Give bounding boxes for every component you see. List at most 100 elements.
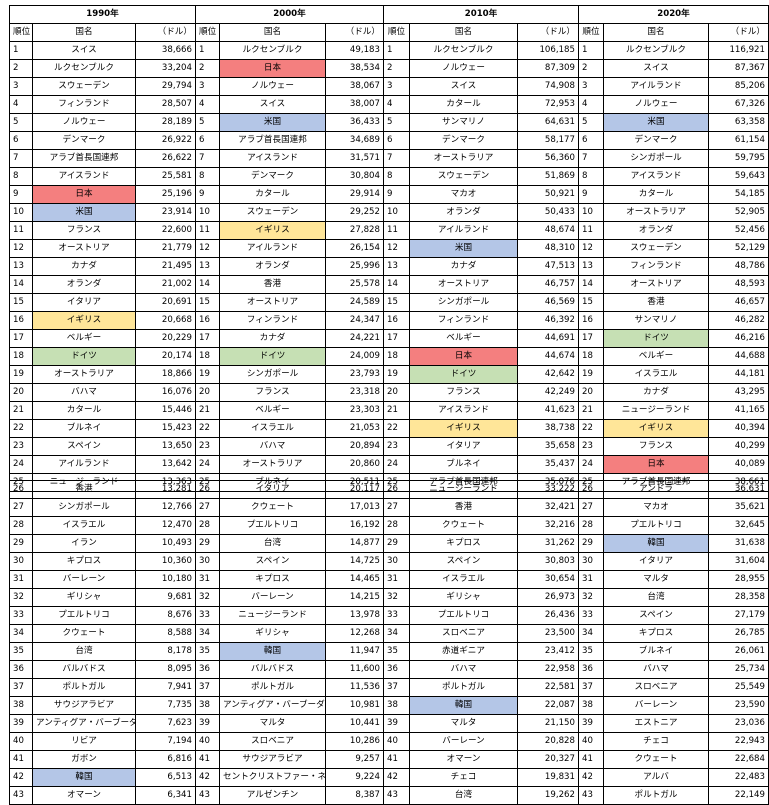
country-cell: クウェート: [219, 498, 326, 517]
rank-cell: 4: [195, 95, 220, 114]
rank-cell: 14: [578, 275, 604, 294]
country-cell: 香港: [409, 498, 518, 517]
country-cell: ニュージーランド: [219, 606, 326, 625]
country-cell: スロベニア: [409, 624, 518, 643]
country-cell: アンドラ: [603, 480, 709, 499]
rank-cell: 43: [195, 786, 220, 805]
country-cell: ニュージーランド: [603, 401, 709, 420]
country-cell: ギリシャ: [32, 588, 136, 607]
country-cell: ルクセンブルク: [409, 41, 518, 60]
gdp-value-cell: 44,674: [517, 347, 579, 366]
gdp-value-cell: 38,067: [325, 77, 384, 96]
gdp-value-cell: 24,589: [325, 293, 384, 312]
rank-cell: 30: [383, 552, 410, 571]
country-cell: ドイツ: [32, 347, 136, 366]
country-cell: デンマーク: [409, 131, 518, 150]
rank-cell: 33: [383, 606, 410, 625]
country-cell: 香港: [219, 275, 326, 294]
gdp-value-cell: 7,194: [135, 732, 196, 751]
country-cell: キプロス: [219, 570, 326, 589]
gdp-value-cell: 56,360: [517, 149, 579, 168]
country-cell: プエルトリコ: [32, 606, 136, 625]
rank-cell: 40: [195, 732, 220, 751]
gdp-value-cell: 29,914: [325, 185, 384, 204]
rank-cell: 3: [578, 77, 604, 96]
rank-cell: 36: [578, 660, 604, 679]
value-label: （ドル）: [325, 23, 384, 42]
country-cell: バーレーン: [409, 732, 518, 751]
gdp-value-cell: 27,179: [708, 606, 769, 625]
rank-cell: 37: [383, 678, 410, 697]
rank-cell: 28: [383, 516, 410, 535]
country-cell: フィンランド: [409, 311, 518, 330]
gdp-value-cell: 51,869: [517, 167, 579, 186]
rank-cell: 10: [195, 203, 220, 222]
country-cell: カタール: [32, 401, 136, 420]
country-cell: オーストリア: [603, 275, 709, 294]
rank-cell: 23: [195, 437, 220, 456]
rank-cell: 32: [195, 588, 220, 607]
country-cell: クウェート: [409, 516, 518, 535]
rank-label: 順位: [195, 23, 220, 42]
gdp-value-cell: 40,394: [708, 419, 769, 438]
country-cell: アイルランド: [603, 77, 709, 96]
country-cell: 日本: [32, 185, 136, 204]
rank-cell: 18: [195, 347, 220, 366]
country-cell: エストニア: [603, 714, 709, 733]
gdp-value-cell: 12,766: [135, 498, 196, 517]
rank-cell: 20: [9, 383, 33, 402]
gdp-value-cell: 33,222: [517, 480, 579, 499]
year-heading: 2010年: [383, 5, 579, 24]
country-cell: 韓国: [219, 642, 326, 661]
gdp-value-cell: 20,668: [135, 311, 196, 330]
rank-cell: 29: [578, 534, 604, 553]
country-cell: マルタ: [603, 570, 709, 589]
gdp-value-cell: 67,326: [708, 95, 769, 114]
rank-cell: 32: [9, 588, 33, 607]
rank-cell: 29: [9, 534, 33, 553]
gdp-value-cell: 32,645: [708, 516, 769, 535]
country-cell: シンガポール: [409, 293, 518, 312]
country-cell: オランダ: [219, 257, 326, 276]
rank-cell: 38: [9, 696, 33, 715]
country-cell: スウェーデン: [603, 239, 709, 258]
rank-cell: 29: [383, 534, 410, 553]
gdp-value-cell: 29,794: [135, 77, 196, 96]
gdp-value-cell: 10,286: [325, 732, 384, 751]
country-cell: イギリス: [32, 311, 136, 330]
gdp-value-cell: 28,955: [708, 570, 769, 589]
country-cell: イタリア: [32, 293, 136, 312]
gdp-value-cell: 24,009: [325, 347, 384, 366]
country-cell: マルタ: [219, 714, 326, 733]
gdp-value-cell: 48,674: [517, 221, 579, 240]
country-cell: イタリア: [409, 437, 518, 456]
value-label: （ドル）: [517, 23, 579, 42]
table-row: 40 リビア 7,194 40 スロベニア 10,286 40 バーレーン 20,828 40 チェ…: [9, 732, 769, 751]
gdp-value-cell: 11,600: [325, 660, 384, 679]
country-cell: デンマーク: [603, 131, 709, 150]
table-row: 2 ルクセンブルク 33,204 2 日本 38,534 2 ノルウェー 87,309 2 スイス 8…: [9, 59, 769, 78]
gdp-value-cell: 15,446: [135, 401, 196, 420]
country-cell: イスラエル: [603, 365, 709, 384]
country-cell: カナダ: [409, 257, 518, 276]
country-cell: マカオ: [409, 185, 518, 204]
rank-cell: 27: [383, 498, 410, 517]
rank-cell: 30: [195, 552, 220, 571]
country-cell: マルタ: [409, 714, 518, 733]
rank-cell: 3: [9, 77, 33, 96]
gdp-value-cell: 10,441: [325, 714, 384, 733]
gdp-value-cell: 46,569: [517, 293, 579, 312]
table-row: 11 フランス 22,600 11 イギリス 27,828 11 アイルランド 48,674 11…: [9, 221, 769, 240]
gdp-value-cell: 10,360: [135, 552, 196, 571]
gdp-value-cell: 21,779: [135, 239, 196, 258]
gdp-value-cell: 29,252: [325, 203, 384, 222]
gdp-value-cell: 26,785: [708, 624, 769, 643]
country-cell: オーストラリア: [219, 455, 326, 474]
country-cell: バーレーン: [32, 570, 136, 589]
gdp-value-cell: 116,921: [708, 41, 769, 60]
gdp-value-cell: 14,877: [325, 534, 384, 553]
table-row: 16 イギリス 20,668 16 フィンランド 24,347 16 フィンランド 46,392…: [9, 311, 769, 330]
rank-cell: 30: [9, 552, 33, 571]
rank-cell: 26: [383, 480, 410, 499]
name-label: 国名: [32, 23, 136, 42]
